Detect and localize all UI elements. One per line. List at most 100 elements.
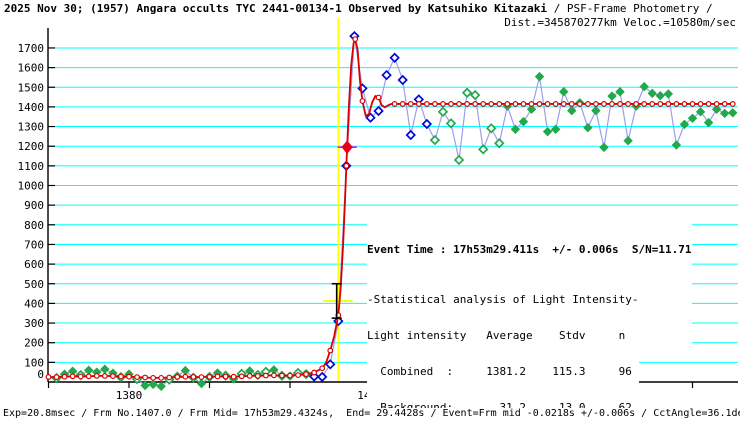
model-point-marker bbox=[721, 101, 728, 107]
measured-point-green bbox=[196, 378, 207, 389]
model-point-marker bbox=[319, 365, 326, 372]
measured-point-blue bbox=[381, 69, 392, 81]
model-point-marker bbox=[69, 373, 76, 380]
measured-point-green bbox=[148, 379, 158, 390]
stats-combined: Combined : 1381.2 115.3 96 bbox=[367, 365, 632, 378]
model-point-marker bbox=[399, 101, 406, 107]
model-point-marker bbox=[488, 101, 495, 107]
model-point-marker bbox=[118, 373, 124, 380]
model-point-marker bbox=[456, 101, 462, 107]
y-tick-label: 200 bbox=[24, 337, 44, 350]
model-point-marker bbox=[391, 101, 398, 107]
model-point-marker bbox=[158, 374, 165, 381]
model-point-marker bbox=[713, 101, 720, 107]
measured-point-green bbox=[663, 89, 674, 99]
model-point-marker bbox=[432, 101, 438, 107]
model-point-marker bbox=[45, 373, 52, 380]
model-point-marker bbox=[568, 101, 575, 107]
measured-point-green bbox=[695, 107, 706, 117]
measured-point-green bbox=[728, 108, 738, 118]
model-point-marker bbox=[343, 162, 350, 169]
measured-point-green bbox=[647, 88, 657, 99]
model-point-marker bbox=[448, 101, 454, 107]
measured-point-green-open bbox=[453, 154, 465, 166]
model-point-marker bbox=[649, 101, 656, 107]
model-point-marker bbox=[496, 101, 503, 107]
measured-point-blue bbox=[357, 83, 368, 94]
model-point-marker bbox=[609, 101, 615, 107]
model-point-marker bbox=[415, 101, 422, 107]
measured-point-green bbox=[567, 105, 577, 116]
measured-point-blue bbox=[397, 74, 408, 86]
model-point-marker bbox=[238, 373, 245, 380]
event-time-value: Event Time : 17h53m29.411s +/- 0.006s S/… bbox=[367, 243, 692, 256]
model-point-marker bbox=[190, 373, 197, 380]
measured-point-green bbox=[703, 117, 714, 128]
measured-point-green-open bbox=[486, 123, 497, 134]
measured-point-blue bbox=[365, 112, 376, 123]
model-point-marker bbox=[166, 374, 173, 381]
measured-point-green bbox=[140, 380, 150, 391]
model-point-marker bbox=[464, 101, 471, 107]
statistics-panel: -Statistical analysis of Light Intensity… bbox=[367, 270, 639, 425]
model-point-marker bbox=[625, 101, 631, 107]
model-point-marker bbox=[142, 374, 149, 381]
model-point-marker bbox=[214, 373, 221, 380]
y-tick-label: 100 bbox=[24, 356, 44, 369]
model-point-marker bbox=[93, 373, 100, 379]
y-tick-label: 300 bbox=[24, 317, 44, 330]
measured-point-green bbox=[615, 87, 625, 97]
model-point-marker bbox=[246, 373, 253, 379]
measured-point-green bbox=[591, 105, 601, 116]
y-tick-label: 400 bbox=[24, 297, 44, 310]
measured-point-green-open bbox=[445, 118, 457, 129]
model-point-marker bbox=[480, 101, 487, 107]
model-point-marker bbox=[85, 373, 92, 380]
model-point-marker bbox=[359, 98, 366, 104]
measured-point-green bbox=[100, 364, 110, 374]
model-point-marker bbox=[230, 373, 237, 380]
measured-point-green bbox=[655, 90, 666, 101]
model-point-marker bbox=[665, 101, 672, 107]
measured-point-green bbox=[156, 381, 166, 392]
model-point-marker bbox=[641, 101, 648, 107]
y-tick-label: 1700 bbox=[18, 42, 45, 55]
model-point-marker bbox=[576, 101, 583, 107]
measured-point-green bbox=[679, 119, 690, 130]
measured-point-green-open bbox=[477, 144, 489, 155]
measured-point-green bbox=[534, 71, 545, 82]
measured-point-green bbox=[558, 87, 569, 97]
model-point-marker bbox=[271, 372, 277, 379]
status-bar: Exp=20.8msec / Frm No.1407.0 / Frm Mid= … bbox=[3, 408, 740, 420]
measured-point-green bbox=[550, 124, 561, 135]
chart-title-main: 2025 Nov 30; (1957) Angara occults TYC 2… bbox=[4, 2, 554, 15]
model-point-marker bbox=[544, 101, 551, 107]
measured-point-blue bbox=[373, 105, 384, 117]
y-tick-label: 600 bbox=[24, 258, 44, 271]
model-point-marker bbox=[134, 374, 140, 380]
x-tick-label: 1380 bbox=[116, 389, 143, 402]
model-point-marker bbox=[222, 373, 229, 380]
model-point-marker bbox=[375, 94, 382, 101]
model-point-marker bbox=[101, 373, 108, 379]
measured-point-blue bbox=[316, 371, 328, 383]
model-point-marker bbox=[407, 101, 414, 107]
measured-point-green bbox=[719, 108, 730, 119]
measured-point-green-open bbox=[469, 89, 481, 101]
measured-point-green-open bbox=[437, 106, 449, 118]
measured-point-green bbox=[542, 126, 553, 137]
model-point-marker bbox=[150, 374, 157, 381]
chart-title: 2025 Nov 30; (1957) Angara occults TYC 2… bbox=[4, 3, 713, 15]
model-point-marker bbox=[303, 371, 310, 378]
model-point-marker bbox=[601, 101, 607, 107]
model-point-marker bbox=[287, 372, 293, 379]
model-point-marker bbox=[472, 101, 479, 107]
measured-point-green bbox=[607, 91, 617, 101]
model-point-marker bbox=[174, 373, 181, 380]
model-point-marker bbox=[673, 101, 680, 107]
y-tick-label: 1400 bbox=[18, 101, 45, 114]
model-point-marker bbox=[697, 101, 704, 107]
measured-point-green bbox=[84, 365, 94, 375]
